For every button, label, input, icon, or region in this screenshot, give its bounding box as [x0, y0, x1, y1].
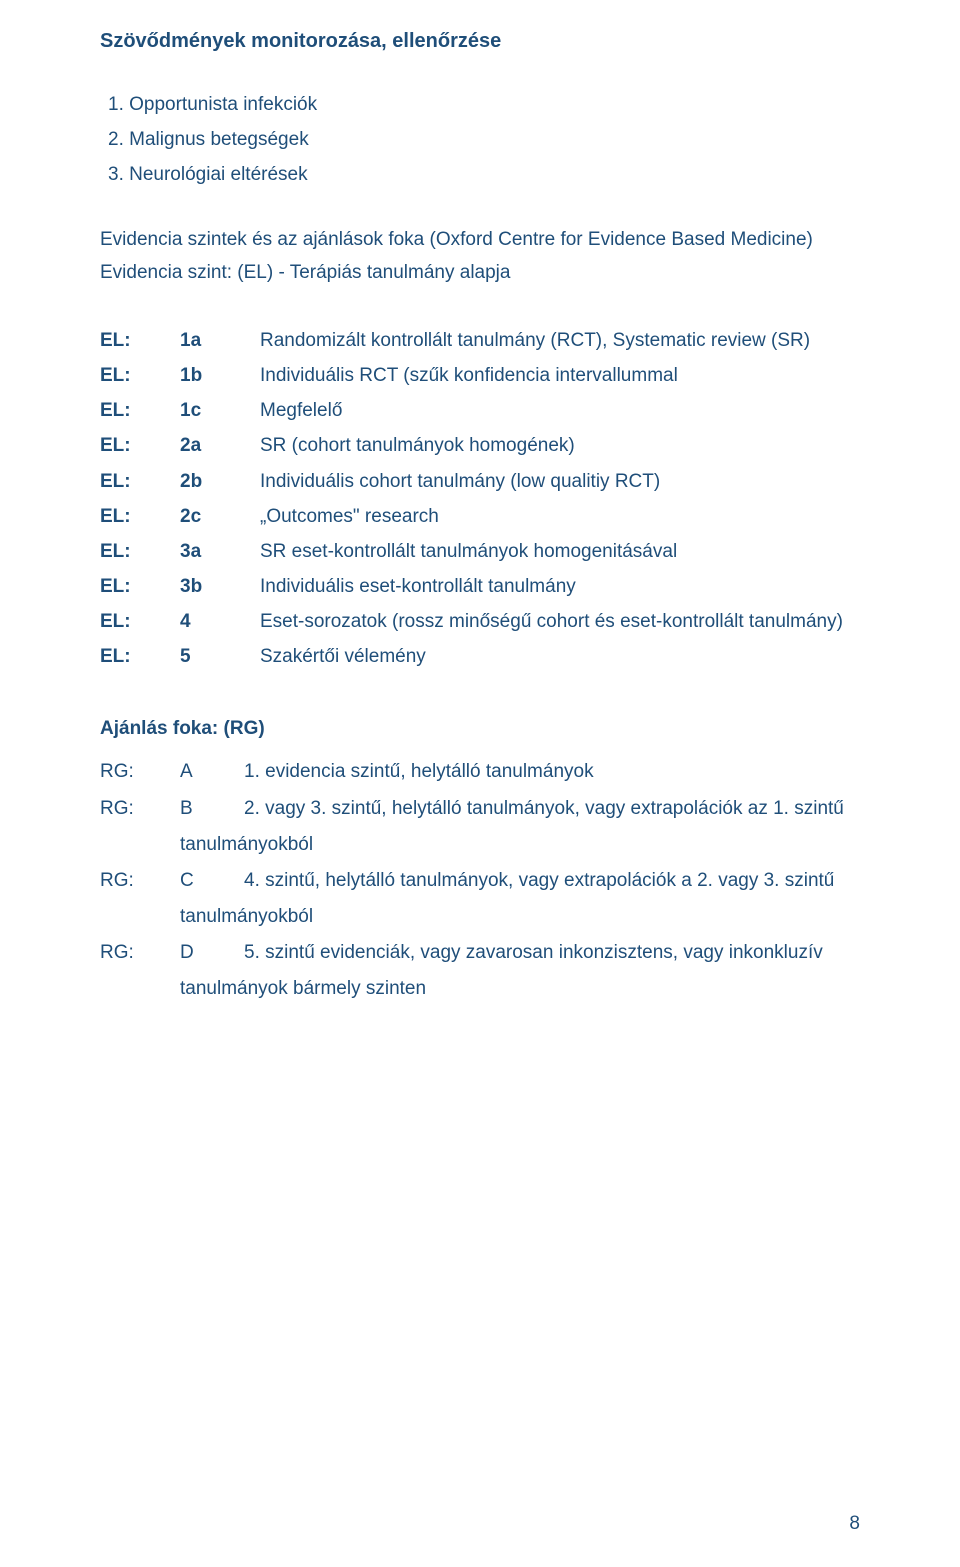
evidence-level-table: EL: 1a Randomizált kontrollált tanulmány… — [100, 323, 860, 674]
table-row: EL: 3a SR eset-kontrollált tanulmányok h… — [100, 534, 860, 569]
rg-desc: 5. szintű evidenciák, vagy zavarosan ink… — [244, 935, 860, 971]
rg-label: RG: — [100, 935, 180, 971]
el-desc: „Outcomes" research — [260, 499, 860, 534]
rg-desc: 4. szintű, helytálló tanulmányok, vagy e… — [244, 863, 860, 899]
el-desc: Szakértői vélemény — [260, 639, 860, 674]
recommendation-grade-heading: Ajánlás foka: (RG) — [100, 718, 860, 740]
rg-desc-continuation: tanulmányokból — [180, 899, 860, 935]
el-label: EL: — [100, 499, 180, 534]
el-desc: Eset-sorozatok (rossz minőségű cohort és… — [260, 604, 860, 639]
rg-code: B — [180, 791, 244, 827]
el-label: EL: — [100, 428, 180, 463]
rg-code: D — [180, 935, 244, 971]
table-row: EL: 2c „Outcomes" research — [100, 499, 860, 534]
rg-desc: 1. evidencia szintű, helytálló tanulmány… — [244, 754, 860, 790]
el-label: EL: — [100, 569, 180, 604]
el-desc: Individuális eset-kontrollált tanulmány — [260, 569, 860, 604]
page-number: 8 — [849, 1513, 860, 1535]
section-heading: Szövődmények monitorozása, ellenőrzése — [100, 30, 860, 53]
rg-code: C — [180, 863, 244, 899]
table-row: EL: 2a SR (cohort tanulmányok homogének) — [100, 428, 860, 463]
el-desc: Individuális RCT (szűk konfidencia inter… — [260, 358, 860, 393]
recommendation-grade-table: RG: A 1. evidencia szintű, helytálló tan… — [100, 754, 860, 1007]
el-code: 1b — [180, 358, 260, 393]
table-row: EL: 5 Szakértői vélemény — [100, 639, 860, 674]
rg-label: RG: — [100, 754, 180, 790]
el-label: EL: — [100, 323, 180, 358]
el-desc: Individuális cohort tanulmány (low quali… — [260, 464, 860, 499]
el-code: 3b — [180, 569, 260, 604]
table-row: RG: A 1. evidencia szintű, helytálló tan… — [100, 754, 860, 790]
rg-label: RG: — [100, 791, 180, 827]
subheading: Evidencia szintek és az ajánlások foka (… — [100, 224, 860, 289]
rg-label: RG: — [100, 863, 180, 899]
rg-desc-continuation: tanulmányokból — [180, 827, 860, 863]
el-code: 3a — [180, 534, 260, 569]
el-desc: SR eset-kontrollált tanulmányok homogeni… — [260, 534, 860, 569]
el-code: 5 — [180, 639, 260, 674]
el-label: EL: — [100, 534, 180, 569]
subheading-line: Evidencia szintek és az ajánlások foka (… — [100, 224, 860, 256]
list-item: 2. Malignus betegségek — [108, 122, 860, 157]
numbered-list: 1. Opportunista infekciók 2. Malignus be… — [108, 87, 860, 192]
el-code: 1c — [180, 393, 260, 428]
list-item: 1. Opportunista infekciók — [108, 87, 860, 122]
el-code: 2a — [180, 428, 260, 463]
rg-code: A — [180, 754, 244, 790]
el-code: 2b — [180, 464, 260, 499]
el-desc: SR (cohort tanulmányok homogének) — [260, 428, 860, 463]
table-row: EL: 1b Individuális RCT (szűk konfidenci… — [100, 358, 860, 393]
table-row: EL: 1a Randomizált kontrollált tanulmány… — [100, 323, 860, 358]
el-code: 2c — [180, 499, 260, 534]
table-row: RG: C 4. szintű, helytálló tanulmányok, … — [100, 863, 860, 899]
table-row: EL: 3b Individuális eset-kontrollált tan… — [100, 569, 860, 604]
table-row: RG: B 2. vagy 3. szintű, helytálló tanul… — [100, 791, 860, 827]
rg-desc: 2. vagy 3. szintű, helytálló tanulmányok… — [244, 791, 860, 827]
subheading-line: Evidencia szint: (EL) - Terápiás tanulmá… — [100, 257, 860, 289]
rg-desc-continuation: tanulmányok bármely szinten — [180, 971, 860, 1007]
table-row: EL: 4 Eset-sorozatok (rossz minőségű coh… — [100, 604, 860, 639]
table-row: RG: D 5. szintű evidenciák, vagy zavaros… — [100, 935, 860, 971]
el-label: EL: — [100, 358, 180, 393]
el-label: EL: — [100, 393, 180, 428]
el-label: EL: — [100, 604, 180, 639]
list-item: 3. Neurológiai eltérések — [108, 157, 860, 192]
el-code: 1a — [180, 323, 260, 358]
el-label: EL: — [100, 639, 180, 674]
table-row: EL: 2b Individuális cohort tanulmány (lo… — [100, 464, 860, 499]
el-desc: Megfelelő — [260, 393, 860, 428]
el-code: 4 — [180, 604, 260, 639]
table-row: EL: 1c Megfelelő — [100, 393, 860, 428]
el-desc: Randomizált kontrollált tanulmány (RCT),… — [260, 323, 860, 358]
el-label: EL: — [100, 464, 180, 499]
